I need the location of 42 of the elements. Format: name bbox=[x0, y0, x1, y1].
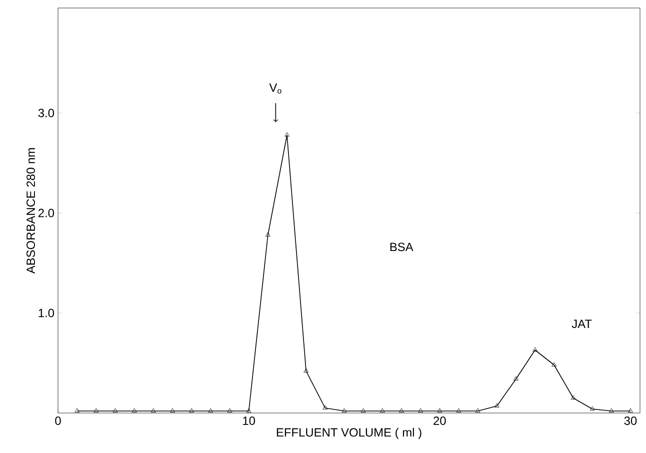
point bbox=[227, 408, 232, 412]
point bbox=[74, 408, 80, 412]
point bbox=[399, 408, 404, 412]
point bbox=[360, 408, 366, 412]
point bbox=[342, 408, 347, 412]
y-tick-label: 3.0 bbox=[38, 108, 54, 118]
point bbox=[94, 408, 99, 412]
x-axis-title: EFFLUENT VOLUME ( ml ) bbox=[276, 428, 422, 439]
y-tick-label: 2.0 bbox=[38, 208, 54, 218]
point bbox=[494, 403, 500, 408]
point bbox=[265, 232, 270, 236]
point bbox=[437, 408, 442, 412]
point bbox=[322, 405, 328, 410]
point bbox=[150, 408, 156, 412]
point bbox=[189, 408, 194, 412]
annotation: JAT bbox=[572, 320, 592, 328]
y-axis-title: ABSORBANCE 280 nm bbox=[26, 148, 35, 274]
annotation: BSA bbox=[390, 242, 414, 252]
point bbox=[570, 395, 576, 400]
point bbox=[532, 347, 538, 352]
point bbox=[475, 408, 480, 412]
point bbox=[456, 408, 462, 412]
point bbox=[514, 376, 518, 380]
point bbox=[552, 362, 557, 366]
x-tick-label: 30 bbox=[624, 416, 637, 425]
x-tick-label: 20 bbox=[434, 416, 446, 425]
point bbox=[590, 406, 595, 410]
annotation: V$_{o}$ bbox=[269, 83, 282, 94]
y-tick-label: 1.0 bbox=[38, 308, 54, 318]
point bbox=[284, 132, 290, 136]
point bbox=[418, 408, 424, 412]
point bbox=[628, 408, 633, 412]
point bbox=[132, 408, 137, 412]
point bbox=[380, 408, 385, 412]
point bbox=[608, 408, 614, 412]
point bbox=[170, 408, 175, 412]
x-tick-label: 0 bbox=[55, 416, 61, 425]
point bbox=[208, 408, 214, 412]
x-tick-label: 10 bbox=[243, 416, 256, 425]
point bbox=[304, 368, 309, 372]
point bbox=[246, 408, 252, 412]
point bbox=[112, 408, 118, 412]
